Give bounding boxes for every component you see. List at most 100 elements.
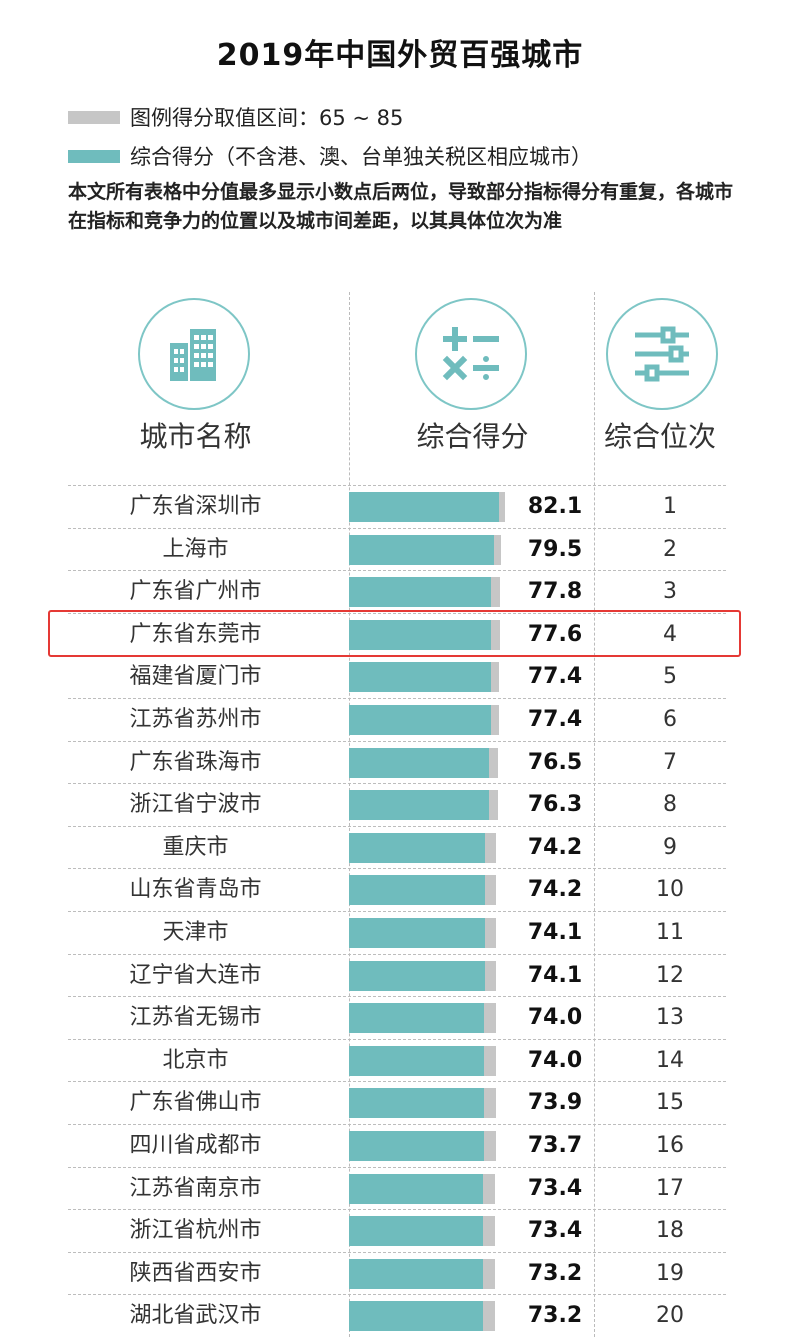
score-value: 74.0: [527, 1005, 583, 1031]
table-row: 天津市 74.1 11: [68, 911, 726, 953]
score-bar: [349, 492, 499, 522]
rank-value: 9: [663, 834, 677, 860]
table-row: 上海市 79.5 2: [68, 527, 726, 570]
score-bar: [349, 790, 489, 821]
legend-range-label: 图例得分取值区间：65 ~ 85: [130, 106, 404, 130]
score-range-bar: [349, 534, 502, 565]
score-bar: [349, 577, 492, 608]
score-bar: [349, 1088, 485, 1119]
score-bar: [349, 1301, 483, 1332]
city-name: 江苏省南京市: [129, 1175, 262, 1201]
rank-value: 4: [663, 621, 677, 647]
table-row: 江苏省苏州市 77.4 6: [68, 698, 726, 740]
score-range-bar: [349, 1045, 496, 1076]
table-row: 四川省成都市 73.7 16: [68, 1124, 726, 1166]
city-name: 福建省厦门市: [129, 664, 262, 690]
score-range-bar: [349, 1216, 496, 1247]
city-name: 广东省深圳市: [129, 494, 262, 519]
sliders-icon: [606, 298, 718, 410]
legend-range-swatch: [68, 110, 120, 124]
chart-title: 2019年中国外贸百强城市: [216, 38, 584, 73]
rank-value: 1: [663, 494, 677, 519]
header-rank: 综合位次: [603, 420, 716, 453]
rank-value: 14: [656, 1047, 684, 1073]
score-value: 73.2: [527, 1303, 583, 1329]
score-bar: [349, 1216, 484, 1247]
score-range-bar: [349, 832, 497, 863]
score-range-bar: [349, 1003, 496, 1034]
score-value: 76.5: [527, 749, 583, 775]
table-row: 广东省东莞市 77.6 4: [68, 612, 726, 655]
score-range-bar: [349, 1258, 496, 1289]
table-row: 浙江省宁波市 76.3 8: [68, 783, 726, 825]
rank-value: 19: [656, 1260, 684, 1286]
score-range-bar: [349, 747, 499, 778]
table-row: 江苏省无锡市 74.0 13: [68, 996, 726, 1038]
buildings-icon: [138, 298, 250, 410]
score-value: 73.7: [527, 1133, 583, 1158]
score-bar: [349, 1003, 485, 1034]
rank-value: 3: [663, 579, 677, 605]
score-value: 79.5: [527, 536, 583, 562]
rank-value: 18: [656, 1218, 684, 1244]
score-value: 77.4: [527, 664, 583, 690]
header-city: 城市名称: [139, 420, 252, 453]
score-value: 73.4: [527, 1175, 583, 1201]
table-row: 陕西省西安市 73.2 19: [68, 1251, 726, 1294]
math-operators-icon: [415, 298, 527, 410]
score-range-bar: [349, 918, 496, 948]
score-value: 73.9: [527, 1090, 583, 1116]
rank-value: 6: [663, 707, 677, 732]
score-bar: [349, 832, 485, 863]
city-name: 广东省广州市: [129, 579, 262, 605]
rank-value: 11: [656, 920, 684, 945]
table-row: 福建省厦门市 77.4 5: [68, 655, 726, 697]
table-row: 广东省深圳市 82.1 1: [68, 485, 726, 527]
score-bar: [349, 1045, 485, 1076]
rank-value: 8: [663, 792, 677, 818]
city-name: 广东省珠海市: [129, 749, 262, 775]
column-divider-right: [594, 292, 595, 1337]
score-value: 74.0: [527, 1047, 583, 1073]
table-row: 浙江省杭州市 73.4 18: [68, 1209, 726, 1251]
score-value: 73.2: [527, 1260, 583, 1286]
score-bar: [349, 705, 491, 735]
score-bar: [349, 960, 485, 991]
score-value: 74.2: [527, 834, 583, 860]
score-value: 76.3: [527, 792, 583, 818]
rank-value: 5: [663, 664, 677, 690]
table-row: 湖北省武汉市 73.2 20: [68, 1294, 726, 1336]
table-row: 辽宁省大连市 74.1 12: [68, 953, 726, 996]
rank-value: 12: [656, 962, 684, 988]
score-range-bar: [349, 1131, 496, 1161]
highlight-box: [48, 610, 741, 657]
score-value: 82.1: [527, 494, 583, 519]
table-row: 江苏省南京市 73.4 17: [68, 1166, 726, 1209]
score-range-bar: [349, 662, 500, 693]
city-name: 江苏省苏州市: [129, 707, 262, 732]
score-value: 77.6: [527, 621, 583, 647]
footnote: 本文所有表格中分值最多显示小数点后两位，导致部分指标得分有重复，各城市在指标和竞…: [68, 181, 734, 232]
city-name: 江苏省无锡市: [129, 1005, 262, 1031]
score-range-bar: [349, 577, 500, 608]
score-range-bar: [349, 1088, 496, 1119]
legend-score: 综合得分（不含港、澳、台单独关税区相应城市）: [68, 141, 592, 171]
header-score: 综合得分: [416, 420, 529, 453]
score-range-bar: [349, 705, 500, 735]
city-name: 广东省东莞市: [129, 621, 262, 647]
city-name: 天津市: [162, 920, 229, 945]
table-row: 广东省佛山市 73.9 15: [68, 1081, 726, 1123]
score-range-bar: [349, 960, 496, 991]
city-name: 浙江省宁波市: [129, 792, 262, 818]
score-bar: [349, 534, 495, 565]
legend-range: 图例得分取值区间：65 ~ 85: [68, 102, 403, 132]
score-range-bar: [349, 875, 497, 906]
score-value: 77.8: [527, 579, 583, 605]
legend-score-swatch: [68, 149, 120, 163]
table-row: 重庆市 74.2 9: [68, 825, 726, 868]
city-name: 辽宁省大连市: [129, 962, 262, 988]
table-row: 广东省广州市 77.8 3: [68, 570, 726, 612]
rank-value: 2: [663, 536, 677, 562]
score-range-bar: [349, 790, 499, 821]
score-value: 74.2: [527, 877, 583, 903]
